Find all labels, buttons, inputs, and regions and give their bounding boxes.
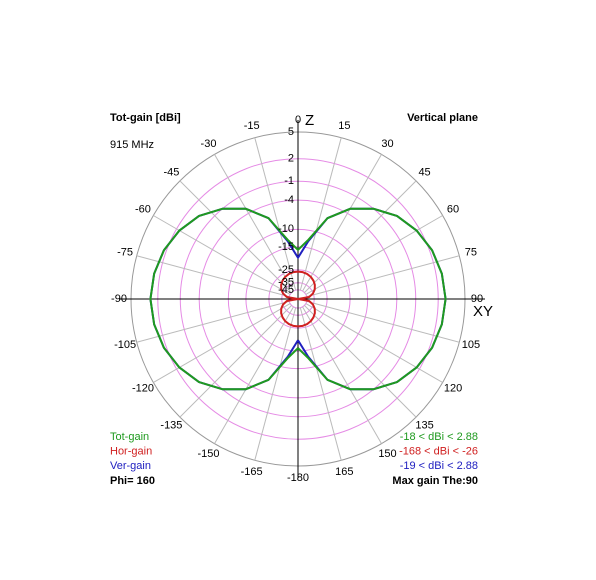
angle-tick-label: 45 [418, 166, 430, 178]
angle-tick-label: -60 [135, 203, 151, 215]
grid-spoke [305, 215, 443, 295]
axis-label: Z [305, 112, 314, 129]
grid-spoke [254, 307, 297, 461]
angle-tick-label: -30 [201, 138, 217, 150]
r-tick-label: -15 [278, 241, 294, 253]
grid [119, 120, 485, 478]
r-tick-label: 5 [288, 126, 294, 138]
grid-spoke [214, 306, 294, 444]
grid-spoke [304, 305, 417, 418]
grid-spoke [304, 180, 417, 293]
angle-tick-label: 120 [444, 382, 462, 394]
chart-title: Tot-gain [dBi] [110, 112, 181, 124]
grid-spoke [306, 300, 460, 343]
angle-tick-label: 165 [335, 466, 353, 478]
angle-tick-label: 0 [295, 114, 301, 126]
angle-tick-label: 105 [462, 339, 480, 351]
angle-tick-label: -150 [197, 448, 219, 460]
legend-entry: Tot-gain [110, 431, 149, 443]
legend-entry: Ver-gain [110, 460, 151, 472]
labels: 52-1-4-10-15-25-35-450153045607590105120… [110, 112, 493, 484]
r-tick-label: -45 [278, 284, 294, 296]
angle-tick-label: -180 [287, 472, 309, 484]
grid-spoke [179, 305, 292, 418]
r-tick-label: 2 [288, 153, 294, 165]
grid-spoke [136, 255, 290, 298]
angle-tick-label: -90 [111, 293, 127, 305]
frequency: 915 MHz [110, 139, 154, 151]
r-tick-label: -4 [284, 194, 294, 206]
angle-tick-label: -45 [163, 166, 179, 178]
plane-label: Vertical plane [407, 112, 478, 124]
grid-spoke [305, 303, 443, 383]
grid-spoke [153, 215, 291, 295]
grid-spoke [299, 137, 342, 291]
angle-tick-label: -120 [132, 382, 154, 394]
r-tick-label: -25 [278, 264, 294, 276]
angle-tick-label: 75 [465, 247, 477, 259]
range-label: -168 < dBi < -26 [399, 445, 478, 457]
r-tick-label: -1 [284, 175, 294, 187]
angle-tick-label: -165 [241, 466, 263, 478]
angle-tick-label: -135 [160, 419, 182, 431]
angle-tick-label: -75 [117, 247, 133, 259]
angle-tick-label: 60 [447, 203, 459, 215]
pattern-line [149, 207, 447, 391]
angle-tick-label: 150 [378, 448, 396, 460]
pattern-line [280, 270, 316, 328]
grid-spoke [302, 154, 382, 292]
angle-tick-label: -105 [114, 339, 136, 351]
r-tick-label: -10 [278, 223, 294, 235]
angle-tick-label: 90 [471, 293, 483, 305]
axis-label: XY [473, 303, 493, 320]
range-label: -18 < dBi < 2.88 [400, 431, 478, 443]
range-label: -19 < dBi < 2.88 [400, 460, 478, 472]
grid-spoke [302, 306, 382, 444]
grid-spoke [214, 154, 294, 292]
grid-spoke [306, 255, 460, 298]
angle-tick-label: 30 [381, 138, 393, 150]
grid-spoke [179, 180, 292, 293]
r-tick-label: -35 [278, 277, 294, 289]
plot-area [149, 207, 447, 391]
grid-spoke [153, 303, 291, 383]
phi-label: Phi= 160 [110, 475, 155, 487]
grid-spoke [136, 300, 290, 343]
max-gain-label: Max gain The:90 [392, 475, 478, 487]
legend-entry: Hor-gain [110, 445, 152, 457]
angle-tick-label: -15 [244, 120, 260, 132]
grid-spoke [299, 307, 342, 461]
angle-tick-label: 15 [338, 120, 350, 132]
angle-tick-label: 135 [415, 419, 433, 431]
grid-spoke [254, 137, 297, 291]
